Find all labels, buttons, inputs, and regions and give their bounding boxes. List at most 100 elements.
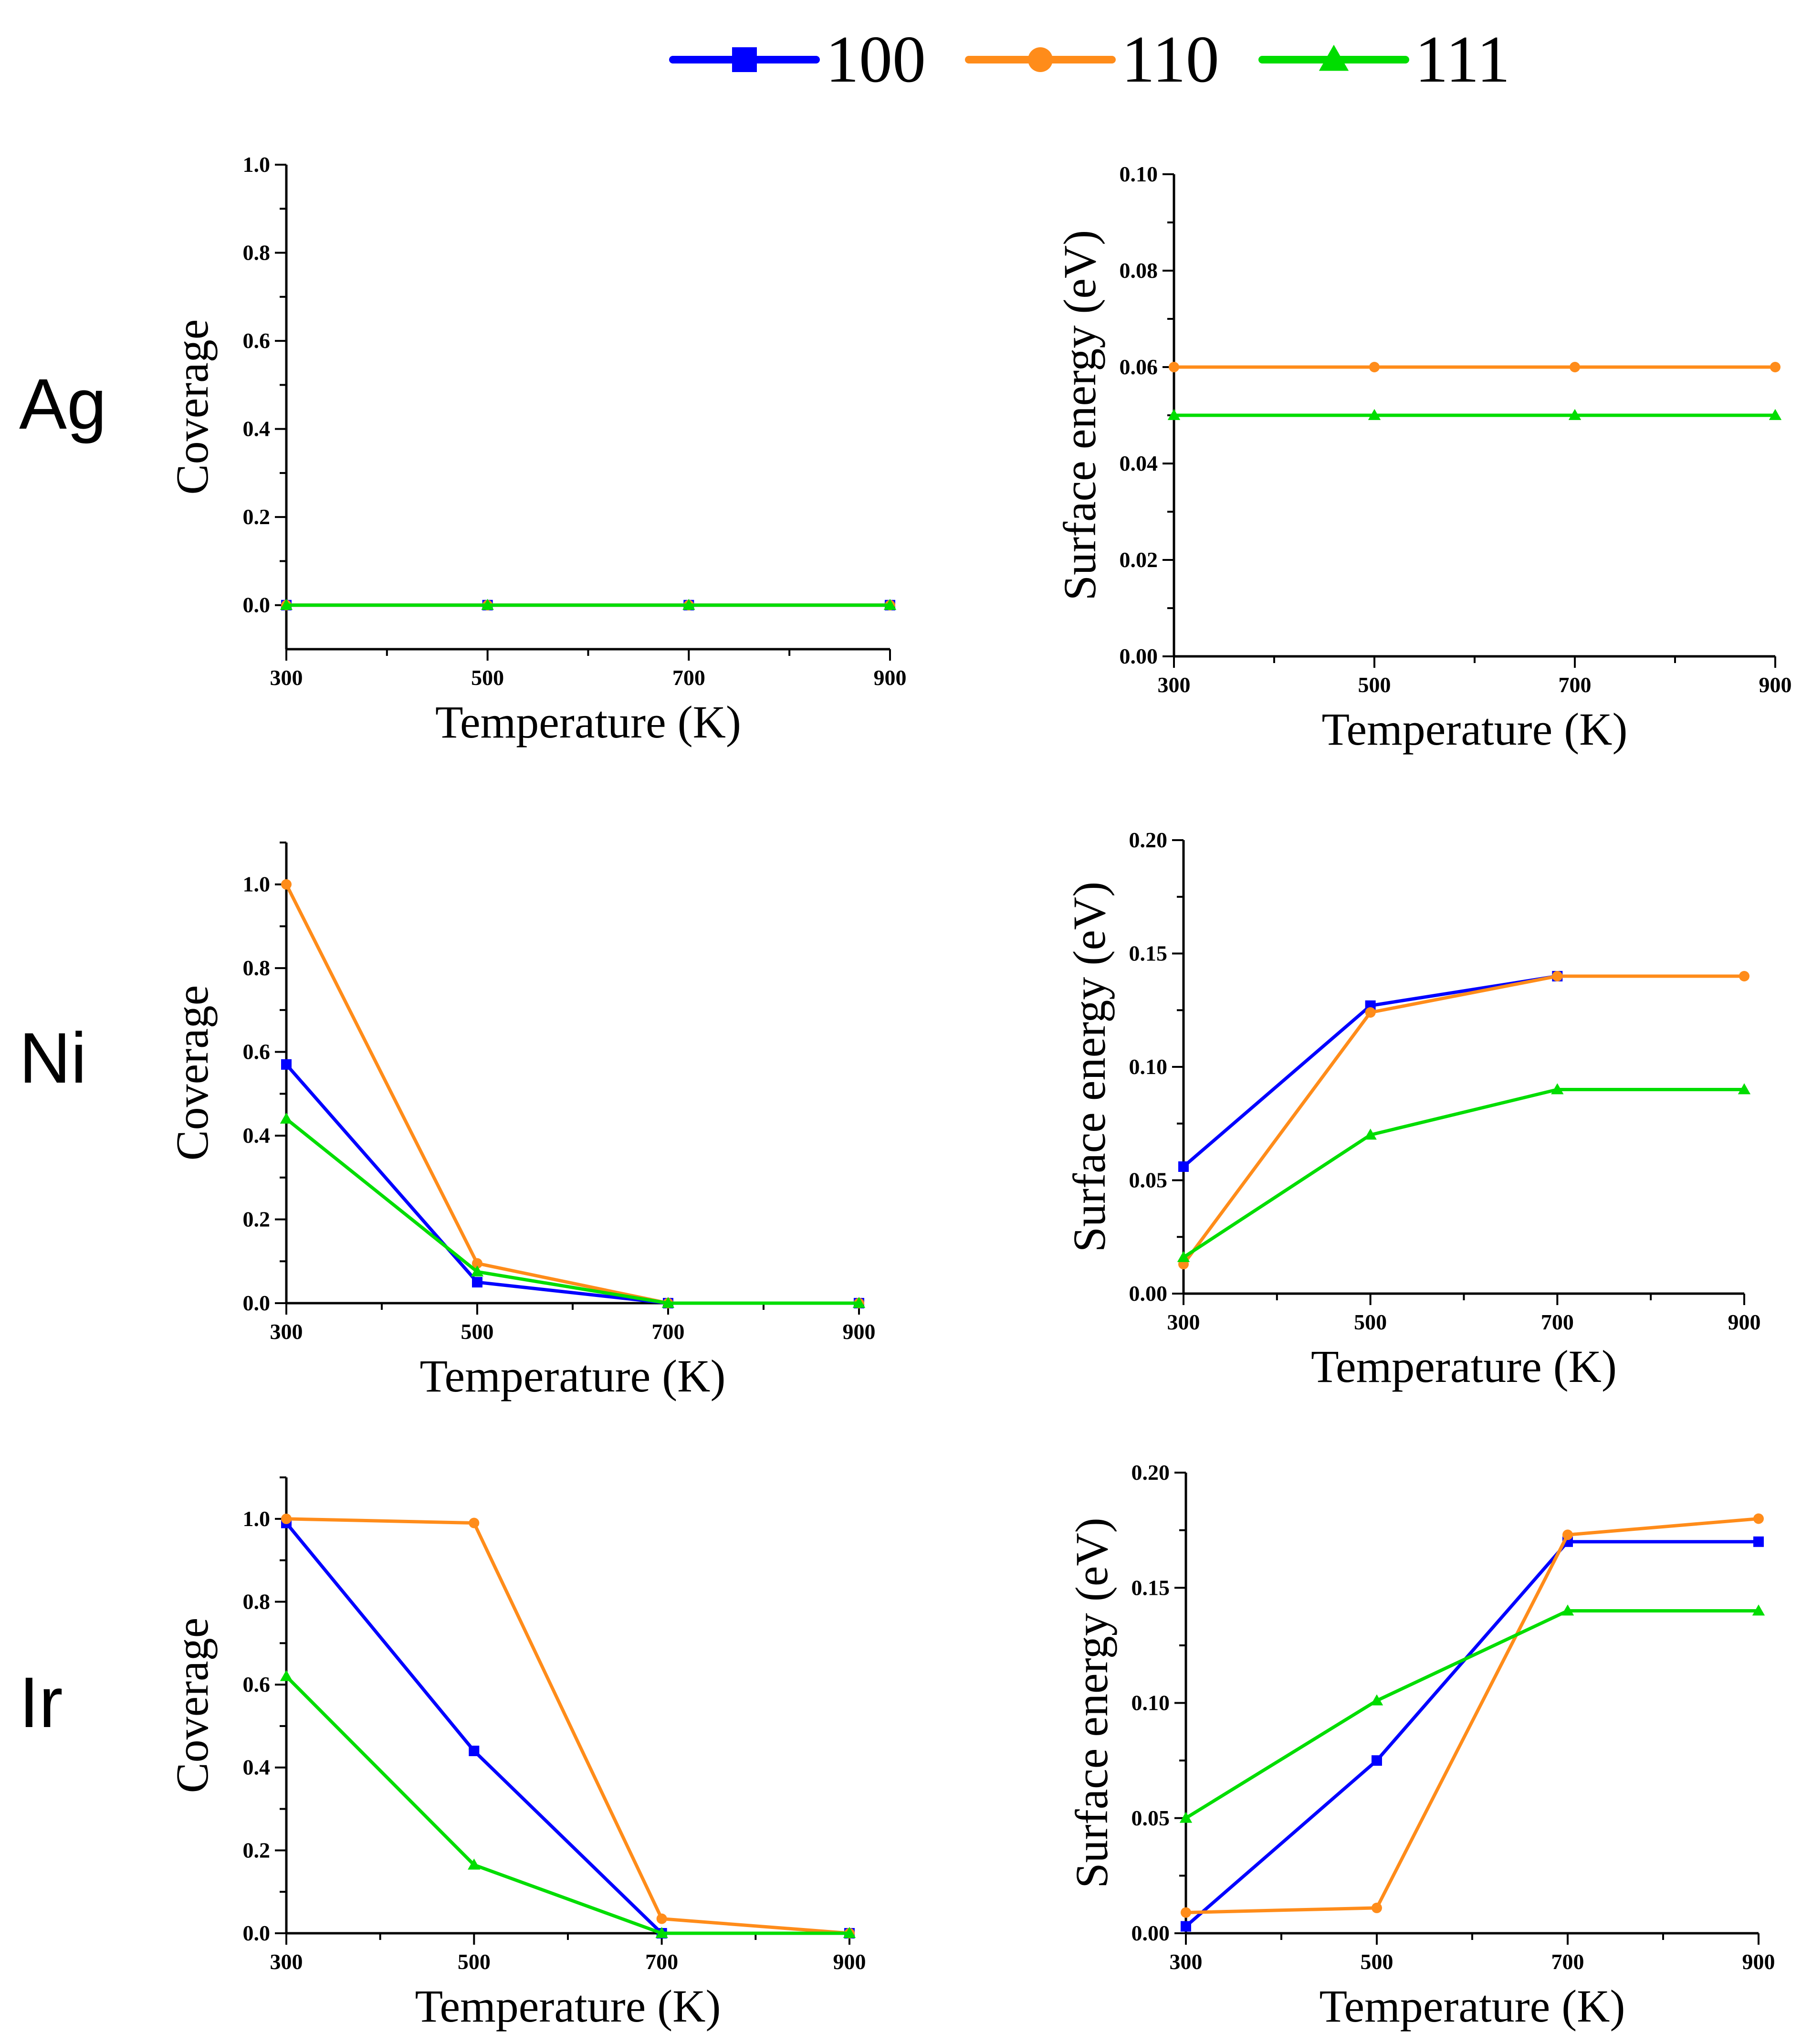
y-tick-label: 0.2 [243,1207,271,1232]
x-tick-label: 500 [461,1319,494,1344]
series-line-111 [285,1117,859,1305]
data-point-111 [471,1265,484,1277]
x-tick-label: 300 [1170,1949,1203,1974]
data-point-100 [1372,1755,1382,1766]
row-label-ni: Ni [19,1018,87,1098]
data-point-111 [1769,409,1782,420]
x-tick-label: 900 [833,1949,866,1974]
series-line-110 [286,1517,850,1935]
data-point-111 [280,1112,293,1124]
series-110 [1178,971,1749,1270]
chart-panel-ir-energy: 300 500 700 900 0.00 0.05 0.10 0.15 0.20 Temperat… [1066,1460,1775,2032]
data-point-110 [1739,971,1749,981]
data-point-111 [661,1296,675,1308]
y-axis-title: Coverage [167,1618,218,1793]
data-point-110 [656,1913,667,1924]
chart-panel-ir-coverage: 300 500 700 900 0.0 0.2 0.4 0.6 0.8 1.0 Temperatur… [167,1476,866,2032]
row-label-ag: Ag [19,364,107,444]
data-point-110 [1369,362,1380,372]
data-point-110 [1372,1902,1382,1913]
y-axis-title: Coverage [167,985,218,1161]
chart-panel-ag-energy: 300 500 700 900 0.00 0.02 0.04 0.06 0.08 0.10 Temp… [1054,162,1792,755]
y-tick-label: 1.0 [243,1507,271,1531]
y-tick-label: 0.4 [243,1123,271,1148]
data-point-110 [1562,1529,1573,1540]
y-tick-label: 0.4 [243,417,271,441]
x-axis-title: Temperature (K) [1311,1341,1617,1392]
y-tick-label: 0.10 [1120,162,1158,186]
y-tick-label: 0.08 [1120,258,1158,283]
series-line-100 [285,1522,849,1935]
legend-item-111: 111 [1257,26,1510,93]
data-point-111 [655,1927,668,1938]
data-point-111 [468,1858,481,1870]
data-point-110 [1169,362,1179,372]
y-tick-label: 0.10 [1131,1691,1170,1715]
data-point-111 [1568,409,1582,420]
series-111 [280,1670,856,1938]
chart-panel-ag-coverage: 300 500 700 900 0.0 0.2 0.4 0.6 0.8 1.0 Temperatur… [167,152,907,748]
x-tick-label: 300 [270,1949,303,1974]
y-tick-label: 0.4 [243,1755,271,1780]
data-point-110 [281,1513,292,1524]
x-tick-label: 900 [1728,1310,1761,1334]
data-point-111 [852,1296,866,1308]
series-111 [1179,1604,1765,1823]
data-point-111 [1364,1128,1377,1140]
data-point-111 [1179,1812,1193,1823]
chart-panel-ni-coverage: 300 500 700 900 0.0 0.2 0.4 0.6 0.8 1.0 Temperatur… [167,842,876,1401]
series-111 [1167,409,1782,420]
x-tick-label: 900 [874,665,907,690]
series-line-100 [285,1063,859,1305]
x-tick-label: 500 [1361,1949,1393,1974]
x-tick-label: 900 [843,1319,876,1344]
x-tick-label: 900 [1742,1949,1775,1974]
x-tick-label: 300 [1167,1310,1200,1334]
legend-label-110: 110 [1121,22,1219,96]
x-tick-label: 500 [1358,673,1391,697]
y-tick-label: 0.20 [1131,1460,1170,1485]
legend-label-111: 111 [1414,22,1510,96]
data-point-110 [1181,1907,1191,1918]
data-point-100 [469,1746,480,1756]
series-110 [281,879,864,1308]
data-point-100 [472,1277,482,1288]
legend-label-100: 100 [826,22,926,96]
y-tick-label: 0.6 [243,328,271,353]
x-axis-title: Temperature (K) [420,1350,726,1401]
series-line-100 [1184,1540,1759,1928]
y-tick-label: 0.00 [1120,644,1158,668]
y-tick-label: 1.0 [243,152,271,177]
x-tick-label: 700 [672,665,705,690]
y-tick-label: 0.6 [243,1040,271,1064]
x-tick-label: 300 [270,1319,303,1344]
data-point-111 [883,599,897,610]
data-point-110 [1552,971,1563,981]
x-tick-label: 300 [1158,673,1191,697]
y-tick-label: 0.05 [1131,1806,1170,1830]
chart-panel-ni-energy: 300 500 700 900 0.00 0.05 0.10 0.15 0.20 Temperat… [1064,828,1761,1392]
y-tick-label: 0.2 [243,1838,271,1862]
data-point-111 [1738,1083,1751,1095]
y-axis-title: Surface energy (eV) [1066,1517,1117,1888]
data-point-111 [1551,1083,1564,1095]
legend-swatch-111 [1258,44,1409,71]
x-tick-label: 700 [1541,1310,1574,1334]
y-tick-label: 0.0 [243,1291,271,1315]
legend-marker-110 [1028,47,1053,72]
series-100 [1178,971,1563,1172]
y-axis-title: Coverage [167,319,218,495]
data-point-111 [1167,409,1181,420]
x-tick-label: 500 [1354,1310,1387,1334]
data-point-100 [1753,1536,1764,1547]
series-110 [1181,1513,1764,1918]
data-point-111 [682,599,695,610]
y-tick-label: 0.20 [1129,828,1168,852]
series-100 [281,1517,855,1939]
data-point-111 [481,599,494,610]
series-line-110 [1182,974,1744,1265]
data-point-110 [1770,362,1781,372]
legend-swatch-100 [669,47,820,72]
data-point-110 [1365,1007,1376,1018]
legend-marker-111 [1319,44,1349,71]
